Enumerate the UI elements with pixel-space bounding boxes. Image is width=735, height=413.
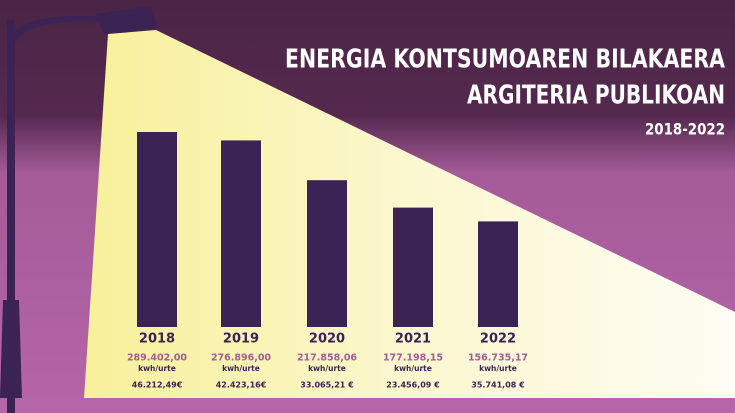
floor <box>0 398 735 413</box>
cost-label: 42.423,16€ <box>216 381 267 390</box>
unit-label: kwh/urte <box>138 364 176 373</box>
bar <box>307 180 347 327</box>
unit-label: kwh/urte <box>394 364 432 373</box>
subtitle: 2018-2022 <box>645 120 725 139</box>
x-tick-label: 2019 <box>223 332 259 347</box>
unit-label: kwh/urte <box>222 364 260 373</box>
x-tick-label: 2021 <box>395 332 431 347</box>
value-label: 289.402,00 <box>127 353 187 364</box>
x-tick-label: 2018 <box>139 332 175 347</box>
cost-label: 23.456,09 € <box>386 381 440 390</box>
bar <box>393 207 433 327</box>
unit-label: kwh/urte <box>479 364 517 373</box>
cost-label: 33.065,21 € <box>300 381 354 390</box>
bar <box>221 140 261 327</box>
title-line: ARGITERIA PUBLIKOAN <box>467 81 725 111</box>
value-label: 276.896,00 <box>211 353 271 364</box>
value-label: 156.735,17 <box>468 353 528 364</box>
street-lamp <box>0 6 158 413</box>
x-tick-label: 2022 <box>480 332 516 347</box>
x-tick-label: 2020 <box>309 332 345 347</box>
unit-label: kwh/urte <box>308 364 346 373</box>
bar <box>478 221 518 327</box>
value-label: 217.858,06 <box>297 353 357 364</box>
cost-label: 35.741,08 € <box>471 381 525 390</box>
bar <box>137 132 177 327</box>
cost-label: 46.212,49€ <box>132 381 183 390</box>
title-line: ENERGIA KONTSUMOAREN BILAKAERA <box>285 45 725 75</box>
value-label: 177.198,15 <box>383 353 443 364</box>
